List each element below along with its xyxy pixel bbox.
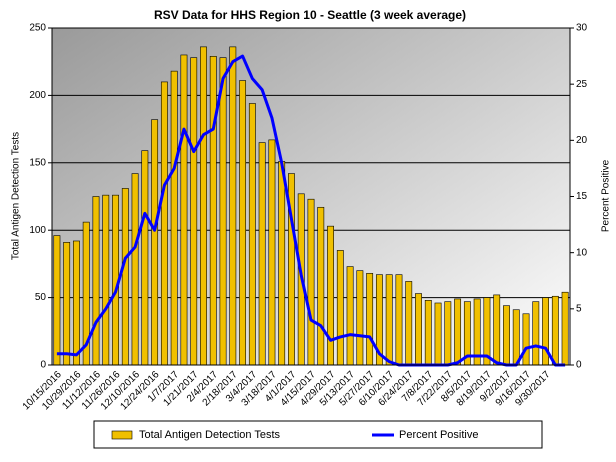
y2-tick-label: 15 [576,191,588,202]
bar [561,291,569,366]
bar [327,225,334,366]
bar [258,142,266,366]
y-tick-label: 100 [29,225,46,236]
legend-swatch [111,430,133,440]
bar [229,46,237,366]
legend-label: Total Antigen Detection Tests [139,429,281,441]
y2-tick-label: 30 [576,23,588,34]
bar [346,266,354,366]
bar [239,80,247,366]
bar [219,57,227,366]
bar [180,54,188,366]
bar [503,305,510,366]
bar [268,139,276,366]
bar [356,270,364,366]
bar [405,281,413,366]
bar [63,242,71,366]
line [56,54,566,367]
y-tick-label: 200 [29,90,46,101]
bar [141,150,149,366]
bar [121,188,129,366]
y2-axis-title: Percent Positive [601,159,612,232]
y2-tick-label: 5 [576,303,582,314]
bar [278,161,286,366]
bar [424,299,432,366]
y-tick-label: 0 [40,360,46,371]
y2-tick-label: 25 [576,79,588,90]
bar [131,173,139,366]
bar [415,293,422,366]
bar [512,309,520,366]
chart-title: RSV Data for HHS Region 10 - Seattle (3 … [154,8,466,22]
y-tick-label: 150 [29,157,46,168]
bar [53,235,61,366]
bar [317,206,325,366]
y-axis-title: Total Antigen Detection Tests [11,132,22,260]
y2-tick-label: 20 [576,135,588,146]
bar [307,198,315,366]
bar [336,250,344,366]
bar [209,56,217,366]
bar [102,194,110,366]
bar [170,70,178,366]
legend [93,420,543,449]
legend-label: Percent Positive [399,429,478,441]
bar [385,274,393,366]
bar [395,274,403,366]
bar [551,295,559,366]
bar [493,294,501,366]
bar [522,313,530,366]
bar [190,57,198,366]
y2-tick-label: 10 [576,247,588,258]
bar [151,119,159,366]
bar [200,46,207,366]
y2-tick-label: 0 [576,360,582,371]
bar [73,240,80,366]
y-tick-label: 250 [29,23,46,34]
y-tick-label: 50 [35,292,47,303]
bar [92,196,100,366]
bar [444,301,452,366]
bar [532,301,540,366]
bar [454,298,462,366]
bar [434,302,442,366]
bar [366,273,374,366]
bar [248,103,256,366]
bar [160,81,168,366]
